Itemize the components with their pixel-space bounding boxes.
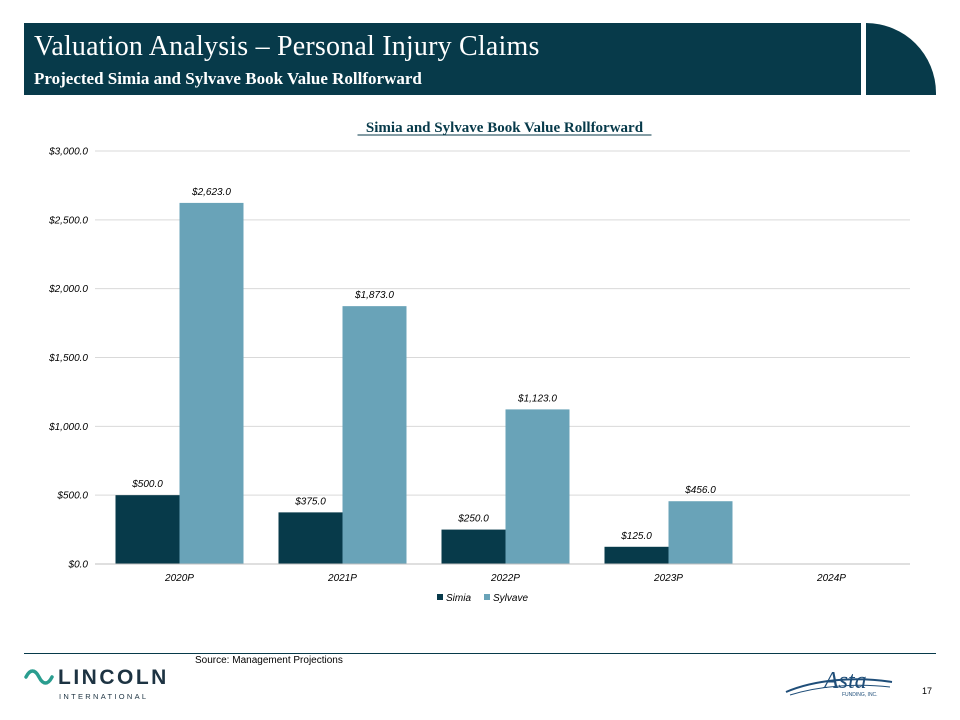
page-title: Valuation Analysis – Personal Injury Cla… bbox=[34, 31, 540, 62]
legend-label-sylvave: Sylvave bbox=[493, 593, 528, 604]
bar-sylvave bbox=[668, 501, 733, 564]
asta-funding-logo: Asta FUNDING, INC. bbox=[785, 668, 893, 698]
y-tick-label: $1,500.0 bbox=[48, 353, 88, 364]
lincoln-international-logo: LINCOLN INTERNATIONAL bbox=[24, 665, 174, 705]
chart-title: Simia and Sylvave Book Value Rollforward bbox=[366, 120, 644, 136]
footer-divider bbox=[24, 653, 936, 654]
bar-simia bbox=[604, 546, 669, 564]
x-tick-label: 2023P bbox=[653, 573, 683, 584]
x-tick-label: 2024P bbox=[816, 573, 846, 584]
asta-subtitle: FUNDING, INC. bbox=[842, 692, 878, 698]
asta-wordmark: Asta bbox=[822, 668, 867, 694]
x-tick-label: 2022P bbox=[490, 573, 520, 584]
y-tick-label: $0.0 bbox=[68, 560, 89, 571]
x-tick-label: 2020P bbox=[164, 573, 194, 584]
data-label: $456.0 bbox=[684, 485, 716, 496]
lincoln-wordmark: LINCOLN bbox=[58, 666, 169, 689]
book-value-chart: Simia and Sylvave Book Value Rollforward… bbox=[48, 120, 910, 604]
y-tick-label: $1,000.0 bbox=[48, 422, 88, 433]
data-label: $125.0 bbox=[620, 531, 652, 542]
legend-swatch-sylvave bbox=[484, 594, 490, 600]
y-tick-label: $500.0 bbox=[56, 491, 88, 502]
bar-simia bbox=[115, 495, 180, 564]
header-bar: Valuation Analysis – Personal Injury Cla… bbox=[24, 23, 861, 95]
y-tick-label: $3,000.0 bbox=[48, 147, 88, 158]
y-tick-label: $2,500.0 bbox=[48, 215, 88, 226]
bar-sylvave bbox=[179, 202, 244, 564]
bar-simia bbox=[441, 529, 506, 564]
data-label: $500.0 bbox=[131, 479, 163, 490]
bar-sylvave bbox=[505, 409, 570, 564]
header-corner-tab bbox=[866, 23, 936, 95]
data-label: $1,123.0 bbox=[517, 393, 557, 404]
page-subtitle: Projected Simia and Sylvave Book Value R… bbox=[34, 69, 422, 88]
data-label: $250.0 bbox=[457, 514, 489, 525]
legend-swatch-simia bbox=[437, 594, 443, 600]
page-number: 17 bbox=[922, 686, 933, 696]
bar-simia bbox=[278, 512, 343, 564]
data-label: $1,873.0 bbox=[354, 290, 394, 301]
legend-label-simia: Simia bbox=[446, 593, 471, 604]
lincoln-wave-icon bbox=[24, 669, 54, 685]
data-label: $375.0 bbox=[294, 496, 326, 507]
lincoln-subtitle: INTERNATIONAL bbox=[59, 692, 149, 701]
source-note: Source: Management Projections bbox=[195, 655, 343, 666]
y-tick-label: $2,000.0 bbox=[48, 284, 88, 295]
data-label: $2,623.0 bbox=[191, 187, 231, 198]
x-tick-label: 2021P bbox=[327, 573, 357, 584]
bar-sylvave bbox=[342, 306, 407, 564]
